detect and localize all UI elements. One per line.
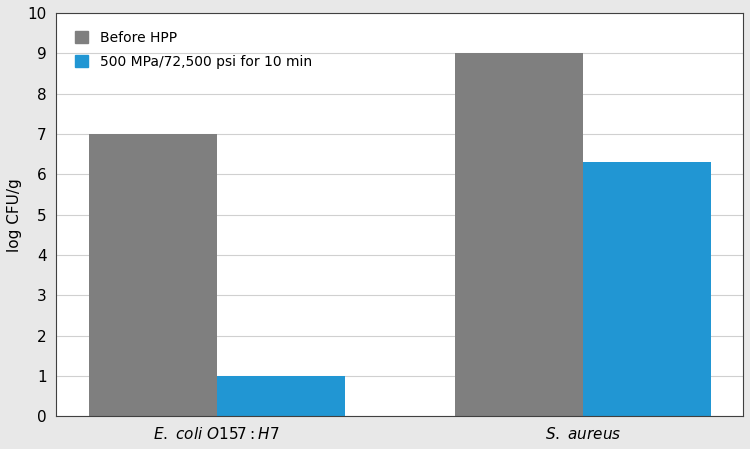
Legend: Before HPP, 500 MPa/72,500 psi for 10 min: Before HPP, 500 MPa/72,500 psi for 10 mi… [64,20,322,80]
Bar [88,134,217,416]
Y-axis label: log CFU/g: log CFU/g [7,178,22,251]
Bar [454,53,583,416]
Bar [583,162,711,416]
Bar [217,376,345,416]
